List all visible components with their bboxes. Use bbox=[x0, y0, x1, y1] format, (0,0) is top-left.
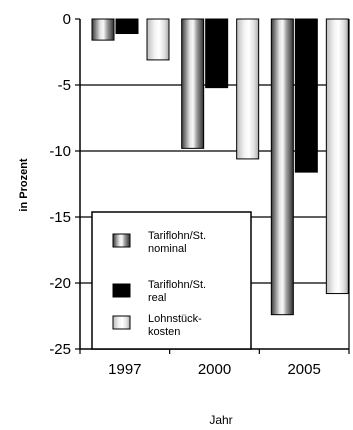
legend: Tariflohn/St. nominal Tariflohn/St. real… bbox=[91, 211, 252, 350]
legend-label-real: Tariflohn/St. real bbox=[148, 279, 209, 304]
y-tick-label-20: -20 bbox=[49, 275, 71, 292]
x-axis-title: Jahr bbox=[209, 413, 232, 427]
legend-swatch-nominal bbox=[112, 233, 131, 248]
y-tick-label-10: -10 bbox=[49, 143, 71, 160]
legend-label-nominal: Tariflohn/St. nominal bbox=[148, 230, 209, 255]
legend-label-nominal-line2: nominal bbox=[148, 243, 187, 255]
legend-swatch-real bbox=[112, 283, 131, 298]
legend-label-nominal-line1: Tariflohn/St. bbox=[148, 230, 206, 242]
x-tick-label-2005: 2005 bbox=[287, 361, 320, 378]
legend-label-real-line2: real bbox=[148, 292, 166, 304]
bar-tariflohn-st-real-2005 bbox=[294, 18, 318, 173]
x-tick-label-2000: 2000 bbox=[198, 361, 231, 378]
legend-label-lohnstueck-line1: Lohnstück- bbox=[148, 313, 202, 325]
bar-tariflohn-st-nominal-2000 bbox=[181, 18, 205, 149]
x-tick-labels: 1997 2000 2005 bbox=[108, 361, 321, 378]
y-tick-label-25: -25 bbox=[49, 341, 71, 358]
y-tick-label-5: -5 bbox=[58, 77, 71, 94]
bar-tariflohn-st-nominal-2005 bbox=[270, 18, 294, 316]
bar-lohnst-ck-kosten-2005 bbox=[325, 18, 349, 295]
y-axis-title: in Prozent bbox=[18, 158, 30, 212]
y-tick-label-0: 0 bbox=[63, 11, 71, 28]
bar-lohnst-ck-kosten-2000 bbox=[236, 18, 260, 160]
legend-label-real-line1: Tariflohn/St. bbox=[148, 279, 206, 291]
bar-tariflohn-st-real-1997 bbox=[115, 18, 139, 35]
bar-tariflohn-st-real-2000 bbox=[205, 18, 229, 89]
x-tick-label-1997: 1997 bbox=[108, 361, 141, 378]
y-tick-label-15: -15 bbox=[49, 209, 71, 226]
legend-label-lohnstueck: Lohnstück- kosten bbox=[148, 313, 205, 338]
y-tick-labels: 0 -5 -10 -15 -20 -25 bbox=[49, 11, 71, 358]
bars bbox=[91, 18, 349, 316]
legend-swatch-lohnstueck bbox=[112, 315, 131, 330]
bar-tariflohn-st-nominal-1997 bbox=[91, 18, 115, 41]
legend-label-lohnstueck-line2: kosten bbox=[148, 326, 180, 338]
bar-lohnst-ck-kosten-1997 bbox=[146, 18, 170, 61]
